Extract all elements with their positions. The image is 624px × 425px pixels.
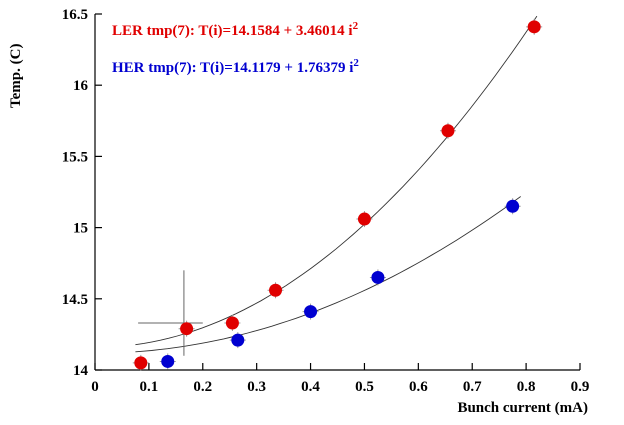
data-point-her: [161, 354, 175, 368]
data-point-her: [371, 270, 385, 284]
fit-annotation-ler: LER tmp(7): T(i)=14.1584 + 3.46014 i2: [112, 20, 358, 40]
x-tick-label: 0.6: [409, 379, 428, 395]
x-tick-label: 0.2: [193, 379, 212, 395]
y-axis-title: Temp. (C): [8, 43, 24, 108]
data-point-ler: [527, 20, 541, 34]
x-axis-title: Bunch current (mA): [457, 400, 588, 416]
data-point-ler: [357, 212, 371, 226]
y-tick-label: 14.5: [62, 292, 88, 308]
data-point-ler: [441, 124, 455, 138]
y-tick-label: 14: [73, 363, 89, 379]
data-point-ler: [225, 316, 239, 330]
fit-annotation-ler-exponent: 2: [352, 20, 359, 32]
y-tick-label: 15: [73, 221, 88, 237]
x-tick-label: 0.8: [517, 379, 536, 395]
data-point-her: [231, 333, 245, 347]
fit-annotation-ler-text: LER tmp(7): T(i)=14.1584 + 3.46014 i: [112, 23, 353, 39]
fit-annotation-her-text: HER tmp(7): T(i)=14.1179 + 1.76379 i: [112, 60, 354, 76]
fit-annotation-her: HER tmp(7): T(i)=14.1179 + 1.76379 i2: [112, 57, 359, 77]
x-tick-label: 0.9: [571, 379, 590, 395]
data-point-her: [304, 305, 318, 319]
x-tick-label: 0.7: [463, 379, 482, 395]
x-tick-label: 0: [91, 379, 99, 395]
y-tick-label: 15.5: [62, 149, 88, 165]
y-tick-label: 16.5: [62, 7, 88, 23]
fit-annotation-her-exponent: 2: [353, 57, 359, 69]
x-tick-label: 0.3: [247, 379, 266, 395]
x-tick-label: 0.4: [301, 379, 320, 395]
fit-curve-ler: [135, 15, 538, 346]
y-tick-label: 16: [73, 78, 89, 94]
fit-curve-her: [135, 196, 521, 353]
x-tick-label: 0.1: [140, 379, 159, 395]
x-tick-label: 0.5: [355, 379, 374, 395]
data-point-ler: [269, 283, 283, 297]
data-point-ler: [134, 356, 148, 370]
data-point-her: [506, 199, 520, 213]
data-point-ler: [180, 322, 194, 336]
